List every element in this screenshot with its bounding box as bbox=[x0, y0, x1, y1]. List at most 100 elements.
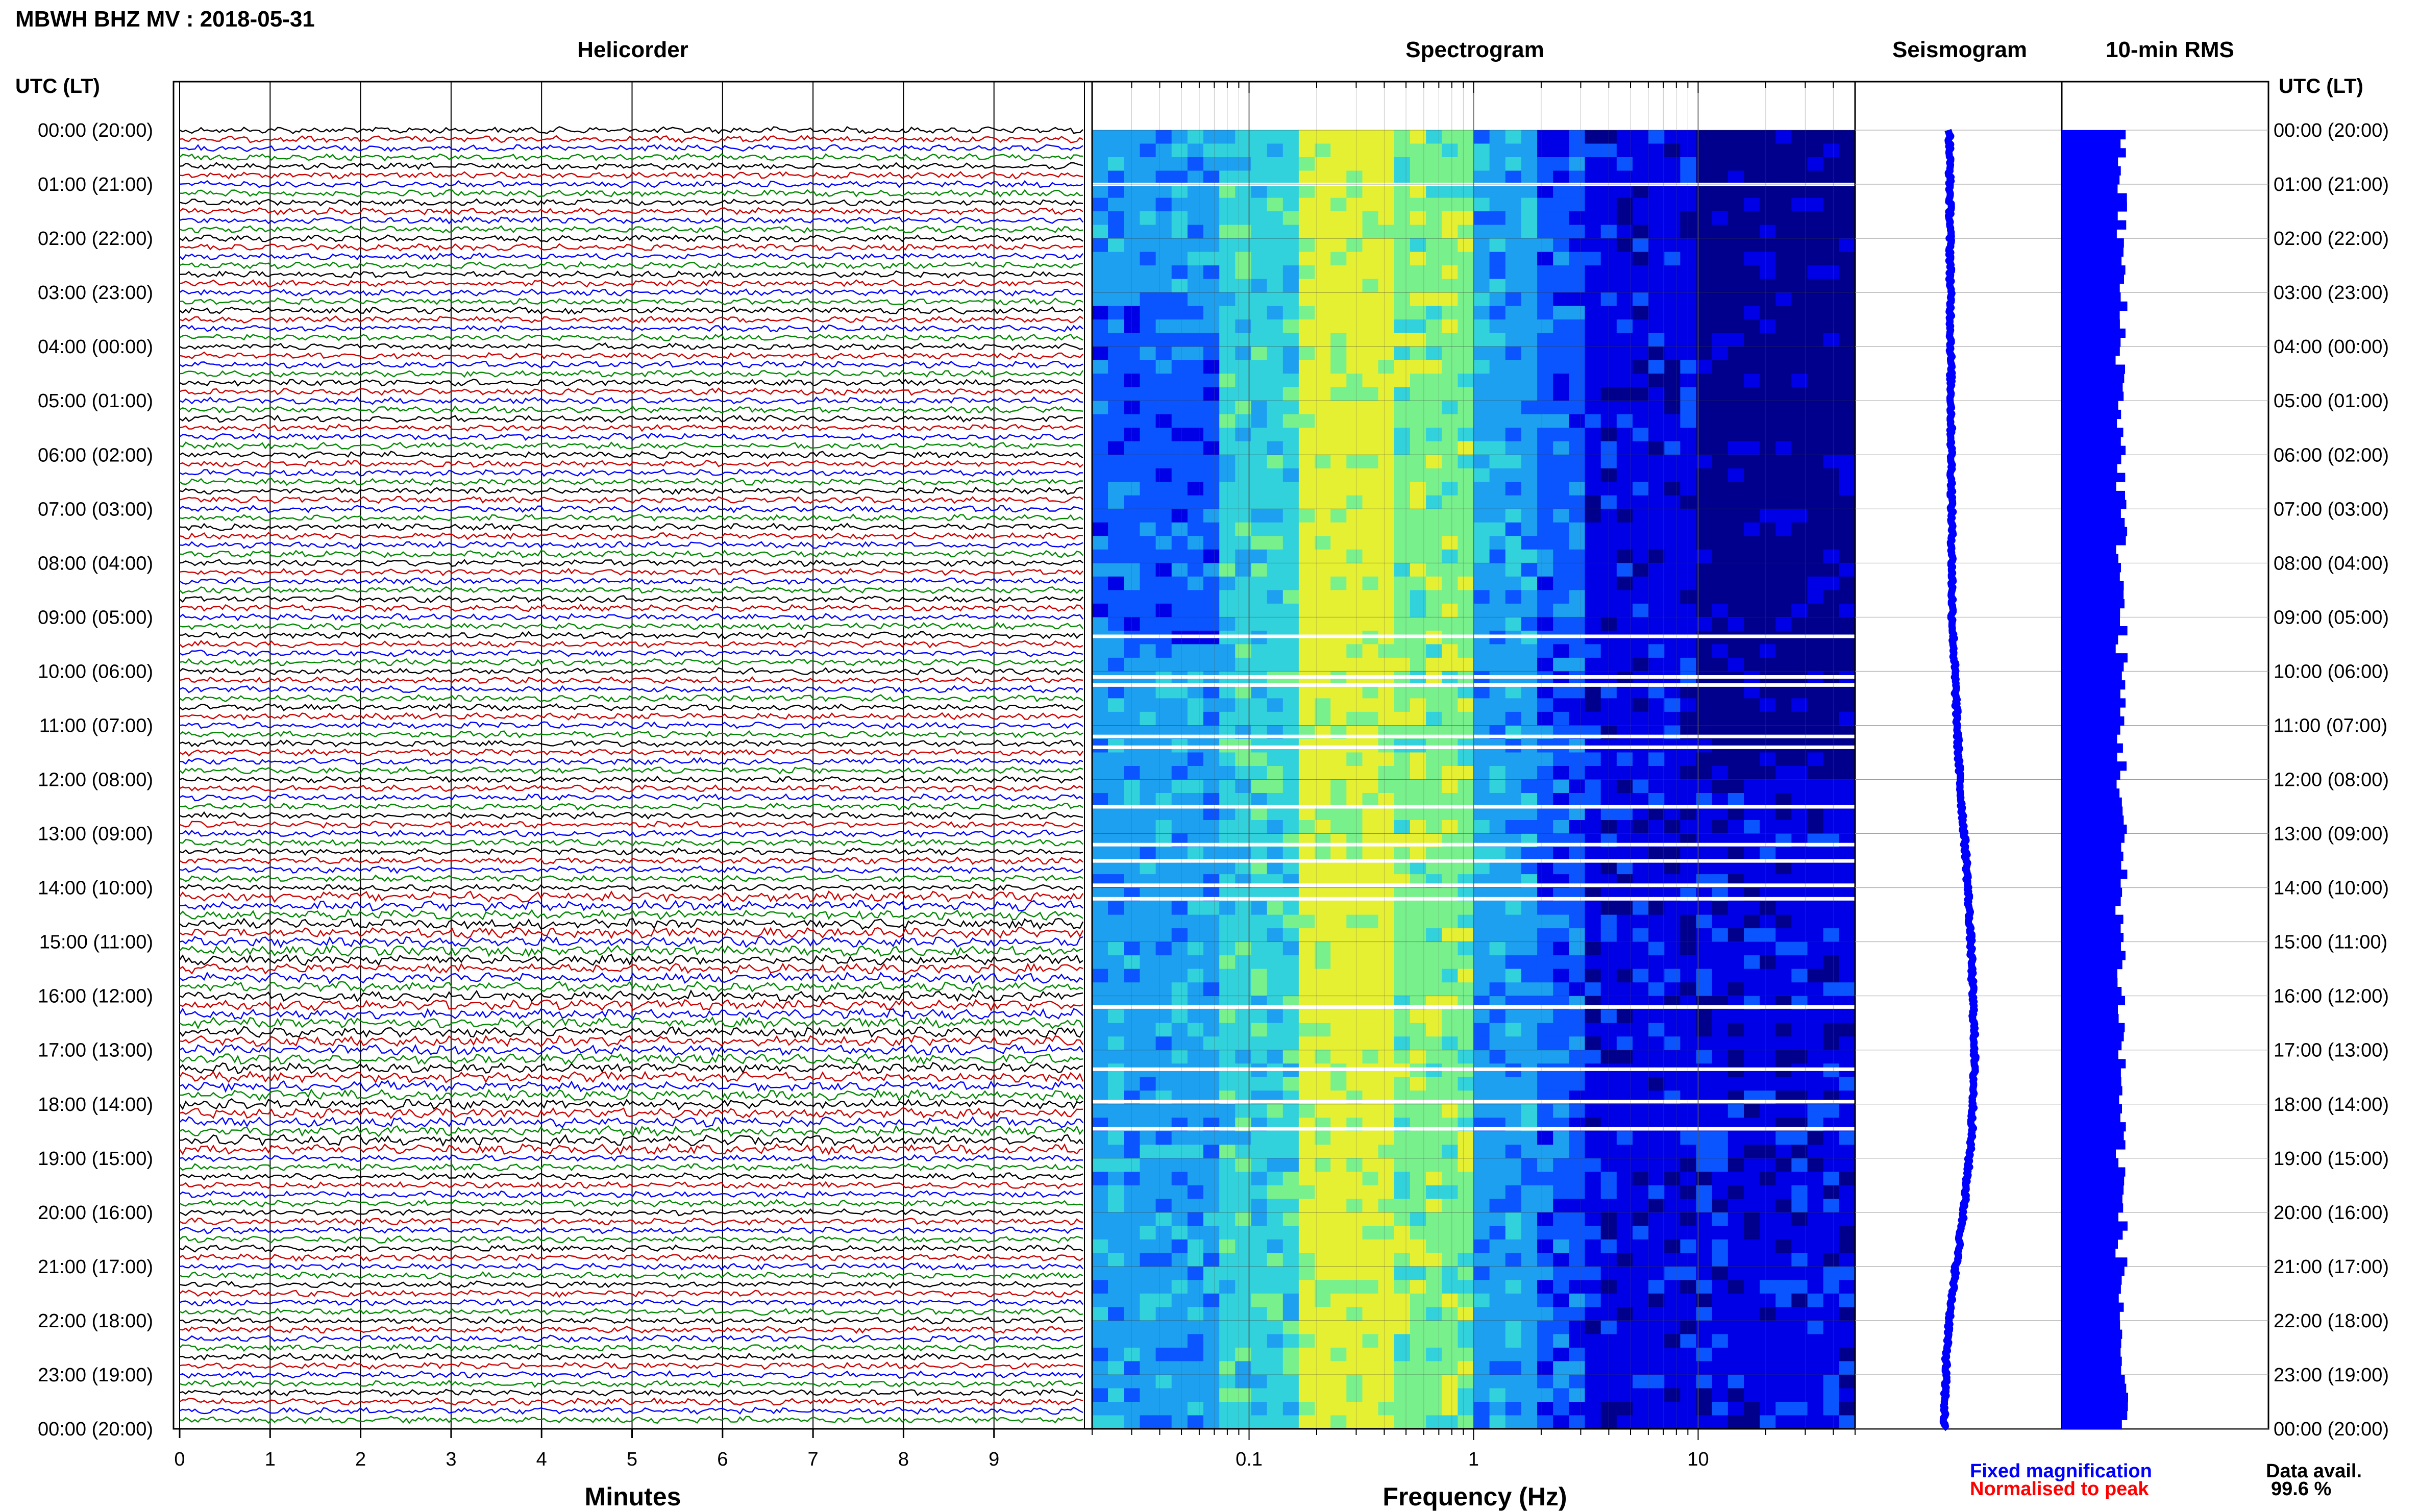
spectrogram-cell bbox=[1298, 143, 1315, 158]
spectrogram-cell bbox=[1600, 549, 1617, 563]
spectrogram-cell bbox=[1282, 1239, 1299, 1253]
spectrogram-cell bbox=[1362, 698, 1379, 712]
spectrogram-cell bbox=[1203, 346, 1220, 361]
spectrogram-cell bbox=[1394, 130, 1411, 144]
spectrogram-cell bbox=[1187, 522, 1204, 536]
spectrogram-cell bbox=[1823, 197, 1840, 212]
spectrogram-cell bbox=[1760, 928, 1776, 943]
spectrogram-cell bbox=[1298, 711, 1315, 726]
spectrogram-cell bbox=[1553, 820, 1569, 834]
spectrogram-cell bbox=[1092, 590, 1108, 604]
spectrogram-cell bbox=[1442, 1307, 1458, 1321]
spectrogram-cell bbox=[1442, 1009, 1458, 1024]
spectrogram-cell bbox=[1696, 387, 1713, 401]
spectrogram-cell bbox=[1458, 265, 1474, 280]
spectrogram-cell bbox=[1124, 1266, 1140, 1280]
spectrogram-cell bbox=[1426, 143, 1442, 158]
spectrogram-cell bbox=[1251, 820, 1268, 834]
helicorder-trace bbox=[179, 1134, 1083, 1147]
spectrogram-cell bbox=[1203, 1226, 1220, 1240]
spectrogram-cell bbox=[1203, 157, 1220, 171]
helicorder-trace bbox=[179, 703, 1083, 712]
spectrogram-cell bbox=[1426, 1253, 1442, 1267]
spectrogram-cell bbox=[1092, 130, 1108, 144]
spectrogram-cell bbox=[1680, 1172, 1697, 1186]
spectrogram-cell bbox=[1282, 563, 1299, 577]
spectrogram-cell bbox=[1521, 522, 1538, 536]
spectrogram-cell bbox=[1600, 333, 1617, 347]
spectrogram-cell bbox=[1791, 1226, 1808, 1240]
spectrogram-cell bbox=[1775, 387, 1792, 401]
spectrogram-cell bbox=[1315, 1172, 1331, 1186]
spectrogram-cell bbox=[1585, 563, 1601, 577]
spectrogram-cell bbox=[1585, 982, 1601, 997]
spectrogram-cell bbox=[1505, 1036, 1522, 1051]
spectrogram-cell bbox=[1282, 617, 1299, 631]
spectrogram-cell bbox=[1553, 346, 1569, 361]
spectrogram-cell bbox=[1473, 130, 1490, 144]
spectrogram-cell bbox=[1823, 1293, 1840, 1307]
spectrogram-cell bbox=[1124, 1158, 1140, 1172]
spectrogram-cell bbox=[1839, 509, 1856, 523]
helicorder-trace bbox=[179, 748, 1083, 757]
spectrogram-cell bbox=[1473, 657, 1490, 672]
spectrogram-cell bbox=[1473, 1388, 1490, 1402]
spectrogram-cell bbox=[1537, 1226, 1553, 1240]
spectrogram-cell bbox=[1823, 847, 1840, 861]
spectrogram-cell bbox=[1473, 522, 1490, 536]
spectrogram-cell bbox=[1394, 549, 1411, 563]
spectrogram-cell bbox=[1267, 576, 1283, 590]
spectrogram-cell bbox=[1426, 1239, 1442, 1253]
spectrogram-cell bbox=[1171, 820, 1188, 834]
spectrogram-cell bbox=[1569, 1023, 1586, 1037]
spectrogram-cell bbox=[1315, 238, 1331, 253]
spectrogram-cell bbox=[1633, 914, 1649, 929]
spectrogram-cell bbox=[1505, 914, 1522, 929]
spectrogram-cell bbox=[1680, 1131, 1697, 1145]
spectrogram-cell bbox=[1760, 279, 1776, 293]
spectrogram-cell bbox=[1600, 1077, 1617, 1091]
spectrogram-cell bbox=[1505, 157, 1522, 171]
spectrogram-cell bbox=[1744, 928, 1760, 943]
spectrogram-cell bbox=[1712, 860, 1729, 875]
spectrogram-cell bbox=[1330, 847, 1347, 861]
spectrogram-cell bbox=[1664, 982, 1681, 997]
spectrogram-cell bbox=[1171, 603, 1188, 617]
spectrogram-cell bbox=[1267, 1036, 1283, 1051]
spectrogram-cell bbox=[1744, 522, 1760, 536]
spectrogram-cell bbox=[1489, 711, 1506, 726]
spectrogram-cell bbox=[1124, 820, 1140, 834]
spectrogram-cell bbox=[1155, 292, 1172, 307]
spectrogram-cell bbox=[1187, 711, 1204, 726]
spectrogram-cell bbox=[1537, 1361, 1553, 1375]
helicorder-trace bbox=[179, 243, 1083, 252]
spectrogram-cell bbox=[1696, 914, 1713, 929]
spectrogram-cell bbox=[1744, 860, 1760, 875]
spectrogram-cell bbox=[1219, 1077, 1236, 1091]
time-axis-title-left: UTC (LT) bbox=[15, 75, 100, 97]
spectrogram-cell bbox=[1298, 441, 1315, 455]
spectrogram-cell bbox=[1442, 1375, 1458, 1389]
spectrogram-cell bbox=[1537, 603, 1553, 617]
spectrogram-cell bbox=[1092, 482, 1108, 496]
time-label-right: 05:00 (01:00) bbox=[2274, 390, 2389, 412]
spectrogram-cell bbox=[1823, 617, 1840, 631]
spectrogram-cell bbox=[1140, 1347, 1156, 1361]
spectrogram-cell bbox=[1426, 928, 1442, 943]
spectrogram-cell bbox=[1282, 590, 1299, 604]
spectrogram-cell bbox=[1807, 1388, 1824, 1402]
spectrogram-cell bbox=[1648, 522, 1665, 536]
spectrogram-cell bbox=[1664, 766, 1681, 780]
spectrogram-cell bbox=[1727, 387, 1744, 401]
spectrogram-cell bbox=[1362, 1036, 1379, 1051]
spectrogram-cell bbox=[1791, 969, 1808, 983]
spectrogram-cell bbox=[1807, 752, 1824, 766]
spectrogram-cell bbox=[1648, 1239, 1665, 1253]
spectrogram-cell bbox=[1585, 603, 1601, 617]
spectrogram-cell bbox=[1712, 1320, 1729, 1334]
spectrogram-cell bbox=[1727, 860, 1744, 875]
helicorder-trace bbox=[179, 1026, 1084, 1038]
spectrogram-cell bbox=[1648, 211, 1665, 226]
spectrogram-cell bbox=[1791, 414, 1808, 428]
helicorder-trace bbox=[179, 1389, 1083, 1397]
